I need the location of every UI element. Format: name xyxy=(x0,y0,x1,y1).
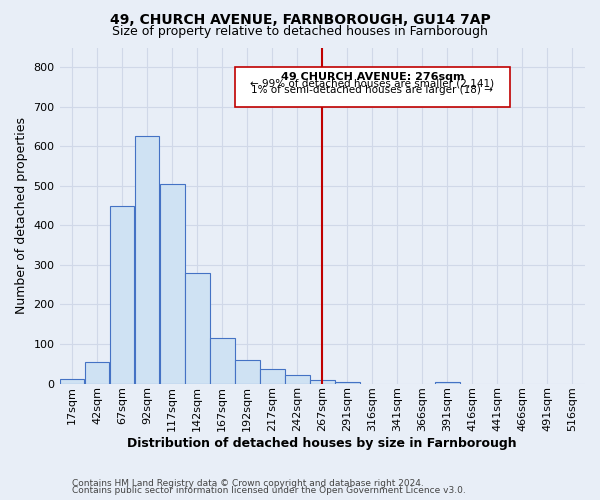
Text: 49 CHURCH AVENUE: 276sqm: 49 CHURCH AVENUE: 276sqm xyxy=(281,72,464,82)
Bar xyxy=(135,136,160,384)
FancyBboxPatch shape xyxy=(235,68,510,107)
Bar xyxy=(285,375,310,384)
Text: Size of property relative to detached houses in Farnborough: Size of property relative to detached ho… xyxy=(112,25,488,38)
Text: 49, CHURCH AVENUE, FARNBOROUGH, GU14 7AP: 49, CHURCH AVENUE, FARNBOROUGH, GU14 7AP xyxy=(110,12,490,26)
Text: ← 99% of detached houses are smaller (2,141): ← 99% of detached houses are smaller (2,… xyxy=(250,78,494,88)
Bar xyxy=(210,338,235,384)
Text: Contains public sector information licensed under the Open Government Licence v3: Contains public sector information licen… xyxy=(72,486,466,495)
Bar xyxy=(85,362,109,384)
Text: Contains HM Land Registry data © Crown copyright and database right 2024.: Contains HM Land Registry data © Crown c… xyxy=(72,478,424,488)
Bar xyxy=(59,379,85,384)
Bar xyxy=(185,273,209,384)
Text: 1% of semi-detached houses are larger (18) →: 1% of semi-detached houses are larger (1… xyxy=(251,84,493,94)
Bar xyxy=(235,360,260,384)
X-axis label: Distribution of detached houses by size in Farnborough: Distribution of detached houses by size … xyxy=(127,437,517,450)
Y-axis label: Number of detached properties: Number of detached properties xyxy=(15,117,28,314)
Bar xyxy=(110,206,134,384)
Bar xyxy=(160,184,185,384)
Bar xyxy=(435,382,460,384)
Bar xyxy=(260,368,284,384)
Bar xyxy=(310,380,335,384)
Bar xyxy=(335,382,359,384)
